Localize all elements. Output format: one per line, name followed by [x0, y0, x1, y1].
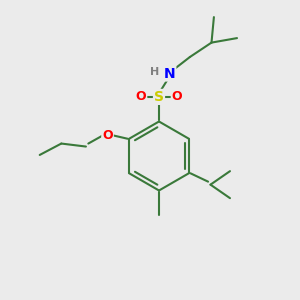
Text: O: O: [172, 90, 182, 104]
Text: S: S: [154, 90, 164, 104]
Text: O: O: [136, 90, 146, 104]
Text: N: N: [164, 67, 175, 80]
Text: H: H: [151, 67, 160, 77]
Text: O: O: [102, 129, 113, 142]
